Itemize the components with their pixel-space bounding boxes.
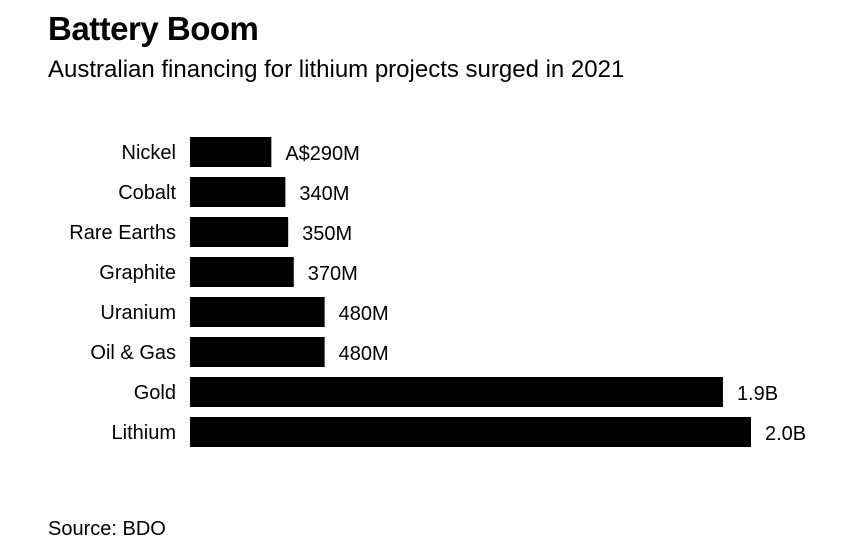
data-label: A$290M: [285, 143, 360, 165]
data-label: 350M: [302, 223, 352, 245]
data-label: 480M: [339, 303, 389, 325]
bar: [190, 337, 325, 367]
data-label: 480M: [339, 343, 389, 365]
source-note: Source: BDO: [48, 518, 166, 540]
bar: [190, 137, 272, 167]
chart-subtitle: Australian financing for lithium project…: [48, 56, 625, 83]
category-label: Gold: [134, 382, 176, 404]
bar: [190, 217, 289, 247]
category-label: Uranium: [100, 302, 176, 324]
bar: [190, 177, 286, 207]
data-label: 340M: [299, 183, 349, 205]
category-label: Rare Earths: [69, 222, 176, 244]
bar: [190, 297, 325, 327]
category-label: Cobalt: [118, 182, 176, 204]
category-label: Graphite: [99, 262, 176, 284]
chart-title: Battery Boom: [48, 10, 259, 47]
category-label: Nickel: [122, 142, 176, 164]
category-label: Lithium: [112, 422, 176, 444]
data-label: 370M: [308, 263, 358, 285]
data-label: 1.9B: [737, 383, 778, 405]
bar: [190, 377, 723, 407]
bar: [190, 417, 751, 447]
bar: [190, 257, 294, 287]
category-label: Oil & Gas: [90, 342, 176, 364]
bar-group: Nickel A$290M Cobalt 340M Rare Earths 350M Gra…: [69, 137, 806, 447]
data-label: 2.0B: [765, 423, 806, 445]
